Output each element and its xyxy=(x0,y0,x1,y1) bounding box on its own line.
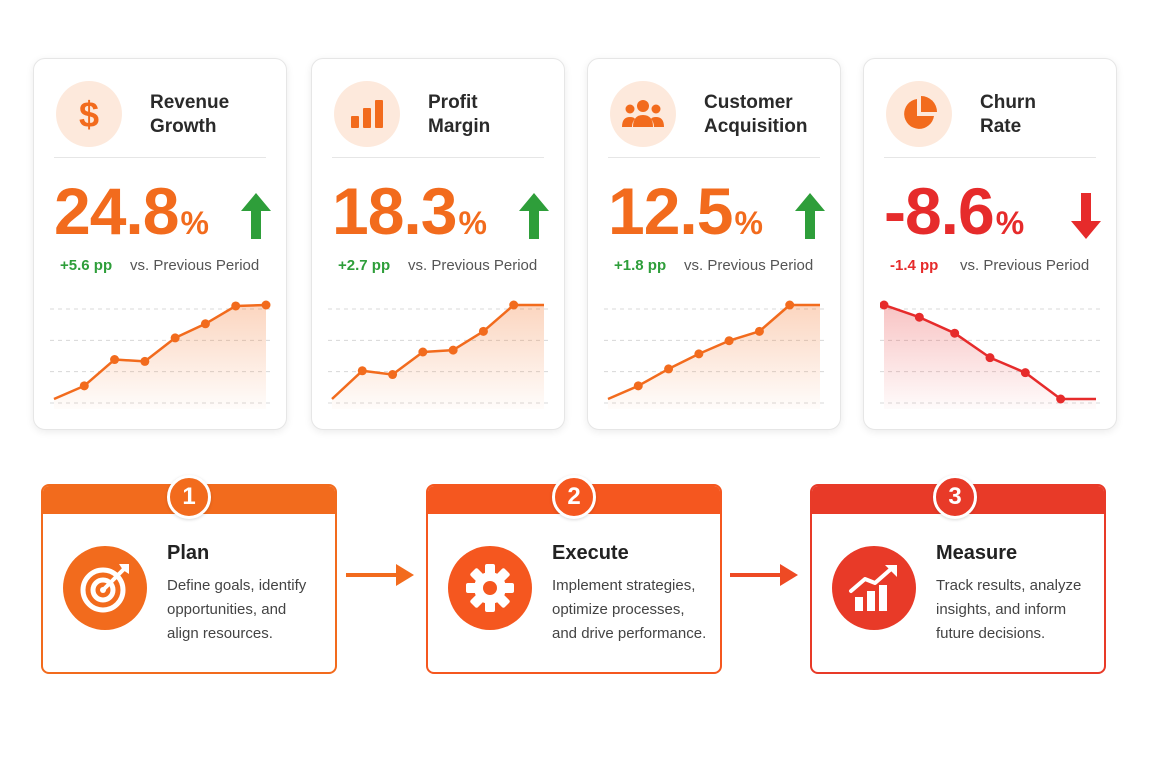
gear-icon xyxy=(448,546,532,630)
sparkline-point xyxy=(1020,368,1030,378)
kpi-card-acquisition: Customer Acquisition 12.5% +1.8 pp vs. P… xyxy=(587,58,841,430)
sparkline-point xyxy=(357,366,367,376)
sparkline-point xyxy=(261,300,271,310)
sparkline-churn xyxy=(880,300,1102,409)
kpi-value: 18.3% xyxy=(332,174,487,248)
kpi-card-churn: Churn Rate -8.6% -1.4 pp vs. Previous Pe… xyxy=(863,58,1117,430)
sparkline-point xyxy=(633,381,643,391)
sparkline-point xyxy=(478,326,488,336)
sparkline-point xyxy=(79,381,89,391)
sparkline-point xyxy=(785,300,795,310)
divider xyxy=(608,157,820,158)
users-icon xyxy=(610,81,676,147)
step-title: Plan xyxy=(167,542,210,564)
sparkline-point xyxy=(509,300,519,310)
sparkline-area xyxy=(332,305,544,409)
kpi-delta: -1.4 pp xyxy=(890,257,939,274)
kpi-title: Revenue Growth xyxy=(150,92,230,137)
dollar-icon: $ xyxy=(56,81,122,147)
sparkline-point xyxy=(754,326,764,336)
arrow-down-icon xyxy=(1071,193,1101,239)
arrow-up-icon xyxy=(519,193,549,239)
divider xyxy=(884,157,1096,158)
step-title: Execute xyxy=(552,542,629,564)
sparkline-point xyxy=(140,356,150,366)
kpi-delta: +5.6 pp xyxy=(60,257,113,274)
pie-chart-icon xyxy=(886,81,952,147)
step-description: Implement strategies, optimize processes… xyxy=(552,577,707,642)
sparkline-point xyxy=(914,312,924,322)
step-description: Define goals, identify opportunities, an… xyxy=(167,577,307,642)
kpi-compare-label: vs. Previous Period xyxy=(960,257,1090,274)
sparkline-point xyxy=(724,336,734,346)
sparkline-point xyxy=(170,333,180,343)
step-number-badge: 3 xyxy=(933,475,977,519)
sparkline-acquisition xyxy=(604,300,826,409)
kpi-compare-label: vs. Previous Period xyxy=(684,257,814,274)
sparkline-revenue xyxy=(50,300,272,409)
sparkline-point xyxy=(388,370,398,380)
arrow-up-icon xyxy=(795,193,825,239)
step-number-badge: 2 xyxy=(552,475,596,519)
kpi-card-revenue: $ Revenue Growth 24.8% +5.6 pp vs. Previ… xyxy=(33,58,287,430)
bar-chart-icon xyxy=(334,81,400,147)
svg-text:$: $ xyxy=(79,94,99,134)
sparkline-line xyxy=(53,303,267,401)
kpi-title: Profit Margin xyxy=(428,92,491,137)
sparkline-area xyxy=(884,305,1096,409)
sparkline-point xyxy=(950,328,960,338)
divider xyxy=(332,157,544,158)
kpi-title: Customer Acquisition xyxy=(704,92,808,137)
kpi-delta: +2.7 pp xyxy=(338,257,391,274)
sparkline-point xyxy=(200,319,210,329)
sparkline-point xyxy=(1056,394,1066,404)
sparkline-point xyxy=(664,364,674,374)
sparkline-line xyxy=(331,303,544,400)
step-title: Measure xyxy=(936,542,1018,564)
divider xyxy=(54,157,266,158)
kpi-value: 12.5% xyxy=(608,174,763,248)
sparkline-point xyxy=(418,347,428,357)
kpi-value: -8.6% xyxy=(884,174,1025,248)
target-icon xyxy=(63,546,147,630)
growth-chart-icon xyxy=(832,546,916,630)
sparkline-point xyxy=(694,349,704,359)
step-number-badge: 1 xyxy=(167,475,211,519)
sparkline-line xyxy=(607,303,820,401)
kpi-card-profit: Profit Margin 18.3% +2.7 pp vs. Previous… xyxy=(311,58,565,430)
kpi-compare-label: vs. Previous Period xyxy=(130,257,260,274)
sparkline-point xyxy=(448,345,458,355)
kpi-value: 24.8% xyxy=(54,174,209,248)
arrow-right-icon xyxy=(730,564,798,586)
arrow-right-icon xyxy=(346,564,414,586)
step-description: Track results, analyze insights, and inf… xyxy=(936,577,1082,642)
kpi-compare-label: vs. Previous Period xyxy=(408,257,538,274)
sparkline-point xyxy=(231,301,241,311)
sparkline-area xyxy=(54,305,266,409)
sparkline-profit xyxy=(328,300,550,409)
sparkline-area xyxy=(608,305,820,409)
arrow-up-icon xyxy=(241,193,271,239)
kpi-delta: +1.8 pp xyxy=(614,257,667,274)
kpi-title: Churn Rate xyxy=(980,92,1036,137)
sparkline-point xyxy=(985,353,995,363)
sparkline-point xyxy=(880,300,889,310)
sparkline-point xyxy=(110,355,120,365)
